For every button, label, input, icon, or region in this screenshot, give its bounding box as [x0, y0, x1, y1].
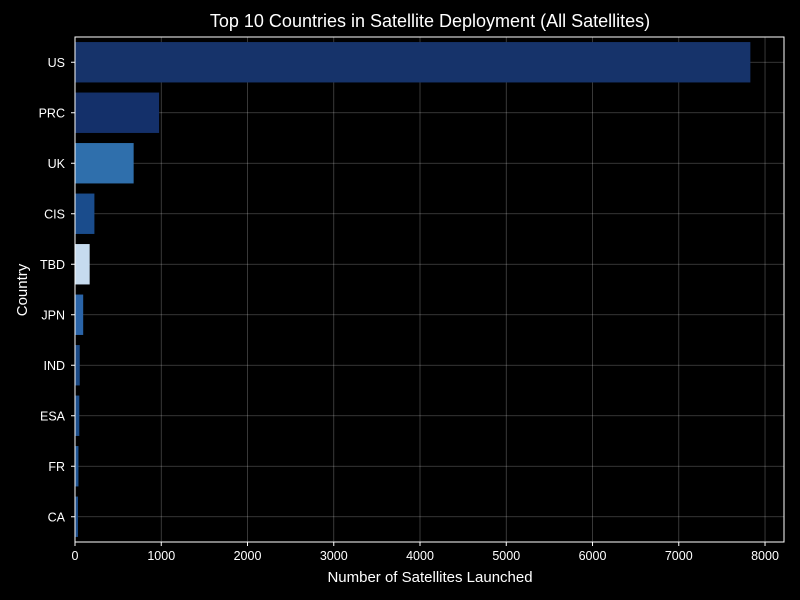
bar-tbd: [75, 244, 90, 285]
y-axis-label: Country: [14, 263, 31, 316]
bar-esa: [75, 395, 80, 436]
y-tick-label-ca: CA: [48, 510, 66, 524]
x-axis-label: Number of Satellites Launched: [327, 569, 532, 586]
bar-jpn: [75, 294, 84, 335]
y-tick-label-fr: FR: [48, 460, 65, 474]
x-axis-ticks: 0 1000 2000 3000 4000 5000 6000 7000 8000: [72, 542, 779, 563]
chart-title: Top 10 Countries in Satellite Deployment…: [210, 11, 650, 31]
y-tick-label-cis: CIS: [44, 207, 65, 221]
y-tick-label-tbd: TBD: [40, 258, 65, 272]
x-tick-label: 4000: [406, 549, 434, 563]
y-tick-label-jpn: JPN: [41, 308, 65, 322]
x-tick-label: 2000: [234, 549, 262, 563]
plot-frame: [74, 36, 785, 543]
y-tick-label-esa: ESA: [40, 409, 66, 423]
bar-cis: [75, 193, 95, 234]
x-tick-label: 8000: [751, 549, 779, 563]
x-tick-label: 3000: [320, 549, 348, 563]
x-tick-label: 7000: [665, 549, 693, 563]
bar-ca: [75, 496, 79, 537]
y-axis-ticks: US PRC UK CIS TBD JPN IND ESA FR CA: [39, 56, 75, 524]
grid: [74, 37, 784, 542]
y-tick-label-prc: PRC: [39, 106, 65, 120]
y-tick-label-uk: UK: [48, 157, 66, 171]
bar-prc: [75, 92, 160, 133]
bar-us: [75, 42, 751, 83]
y-tick-label-us: US: [48, 56, 65, 70]
x-tick-label: 1000: [147, 549, 175, 563]
x-tick-label: 6000: [579, 549, 607, 563]
y-tick-label-ind: IND: [43, 359, 65, 373]
bar-ind: [75, 345, 80, 386]
bars: [75, 42, 751, 537]
x-tick-label: 0: [72, 549, 79, 563]
x-tick-label: 5000: [492, 549, 520, 563]
bar-uk: [75, 143, 134, 184]
bar-fr: [75, 446, 79, 487]
